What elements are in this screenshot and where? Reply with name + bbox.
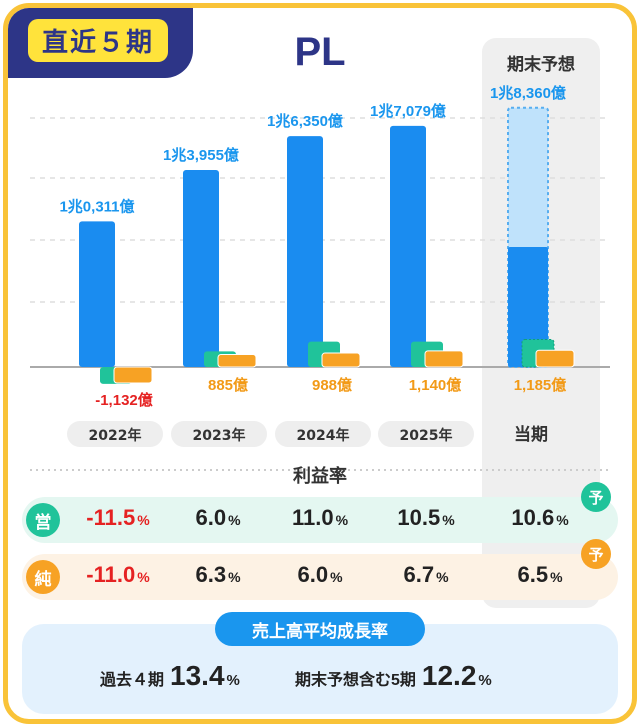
operating-margin-value: -11.5 bbox=[86, 505, 136, 530]
margin-header: 利益率 bbox=[293, 466, 347, 487]
net-margin-row: 純 -11.0% 6.3% 6.0% 6.7% 6.5% bbox=[22, 554, 618, 600]
operating-margin-value: 10.6 bbox=[511, 505, 555, 530]
net-bar-4 bbox=[535, 349, 575, 368]
period-badge-label: 直近５期 bbox=[27, 19, 168, 62]
net-label-2: 988億 bbox=[312, 376, 352, 394]
page-title: PL bbox=[294, 30, 346, 74]
net-margin-cell-2: 6.0% bbox=[265, 562, 375, 588]
operating-margin-icon: 営 bbox=[26, 503, 60, 537]
operating-margin-pct: % bbox=[137, 512, 150, 528]
revenue-label-4: 1兆8,360億 bbox=[490, 84, 566, 102]
revenue-bar-actual-to-date bbox=[508, 246, 548, 367]
net-label-4: 1,185億 bbox=[514, 376, 567, 394]
net-bar-1 bbox=[217, 354, 257, 368]
net-margin-cell-3: 6.7% bbox=[371, 562, 481, 588]
net-label-0: -1,132億 bbox=[95, 391, 153, 409]
growth-rate-label: 売上高平均成長率 bbox=[215, 612, 425, 646]
net-label-3: 1,140億 bbox=[409, 376, 462, 394]
net-bar-2 bbox=[321, 352, 361, 368]
net-margin-pct: % bbox=[330, 569, 343, 585]
net-label-1: 885億 bbox=[208, 376, 248, 394]
net-margin-cell-4: 6.5% bbox=[485, 562, 595, 588]
net-margin-value: 6.5 bbox=[517, 562, 549, 587]
growth-incl-value: 12.2 bbox=[421, 660, 477, 691]
category-label-3: 2025年 bbox=[400, 427, 453, 444]
revenue-label-1: 1兆3,955億 bbox=[163, 146, 239, 164]
operating-margin-pct: % bbox=[556, 512, 569, 528]
growth-past-label: 過去４期 bbox=[100, 672, 165, 689]
net-margin-cell-1: 6.3% bbox=[163, 562, 273, 588]
category-pill-1 bbox=[171, 421, 267, 447]
operating-margin-cell-1: 6.0% bbox=[163, 505, 273, 531]
revenue-bar-1 bbox=[183, 169, 219, 367]
net-margin-value: -11.0 bbox=[86, 562, 136, 587]
growth-past: 過去４期 13.4% bbox=[100, 660, 240, 692]
operating-margin-cell-0: -11.5% bbox=[63, 505, 173, 531]
operating-margin-pct: % bbox=[442, 512, 455, 528]
growth-past-value: 13.4 bbox=[170, 660, 225, 691]
net-margin-pct: % bbox=[137, 569, 150, 585]
operating-margin-value: 11.0 bbox=[291, 505, 334, 530]
net-margin-pct: % bbox=[228, 569, 241, 585]
operating-margin-pct: % bbox=[228, 512, 241, 528]
growth-incl: 期末予想含む5期 12.2% bbox=[295, 660, 492, 692]
revenue-bar-0 bbox=[79, 221, 115, 367]
net-bar-3 bbox=[424, 350, 464, 368]
net-margin-value: 6.7 bbox=[403, 562, 435, 587]
revenue-bar-2 bbox=[287, 136, 323, 367]
operating-margin-row: 営 -11.5% 6.0% 11.0% 10.5% 10.6% bbox=[22, 497, 618, 543]
operating-margin-cell-2: 11.0% bbox=[265, 505, 375, 531]
period-badge: 直近５期 bbox=[8, 8, 193, 78]
revenue-bar-3 bbox=[390, 125, 426, 368]
category-pill-0 bbox=[67, 421, 163, 447]
revenue-label-0: 1兆0,311億 bbox=[59, 197, 134, 215]
net-margin-icon: 純 bbox=[26, 560, 60, 594]
category-label-4: 当期 bbox=[514, 424, 548, 445]
category-label-2: 2024年 bbox=[297, 427, 350, 444]
net-bar-0 bbox=[113, 366, 153, 384]
operating-margin-value: 6.0 bbox=[195, 505, 227, 530]
revenue-label-2: 1兆6,350億 bbox=[267, 112, 343, 130]
net-margin-pct: % bbox=[550, 569, 563, 585]
net-forecast-mark: 予 bbox=[581, 539, 611, 569]
operating-margin-pct: % bbox=[335, 512, 349, 528]
category-pill-2 bbox=[275, 421, 371, 447]
operating-margin-cell-3: 10.5% bbox=[371, 505, 481, 531]
net-margin-value: 6.3 bbox=[195, 562, 227, 587]
forecast-header: 期末予想 bbox=[507, 54, 575, 75]
operating-forecast-mark: 予 bbox=[581, 482, 611, 512]
operating-margin-cell-4: 10.6% bbox=[485, 505, 595, 531]
growth-incl-pct: % bbox=[478, 672, 492, 689]
net-margin-pct: % bbox=[436, 569, 449, 585]
net-margin-cell-0: -11.0% bbox=[63, 562, 173, 588]
category-label-1: 2023年 bbox=[193, 427, 246, 444]
category-pill-3 bbox=[378, 421, 474, 447]
revenue-label-3: 1兆7,079億 bbox=[370, 102, 446, 120]
operating-margin-value: 10.5 bbox=[397, 505, 441, 530]
growth-past-pct: % bbox=[226, 672, 240, 689]
growth-incl-label: 期末予想含む5期 bbox=[295, 672, 416, 689]
category-label-0: 2022年 bbox=[89, 427, 142, 444]
net-margin-value: 6.0 bbox=[297, 562, 329, 587]
